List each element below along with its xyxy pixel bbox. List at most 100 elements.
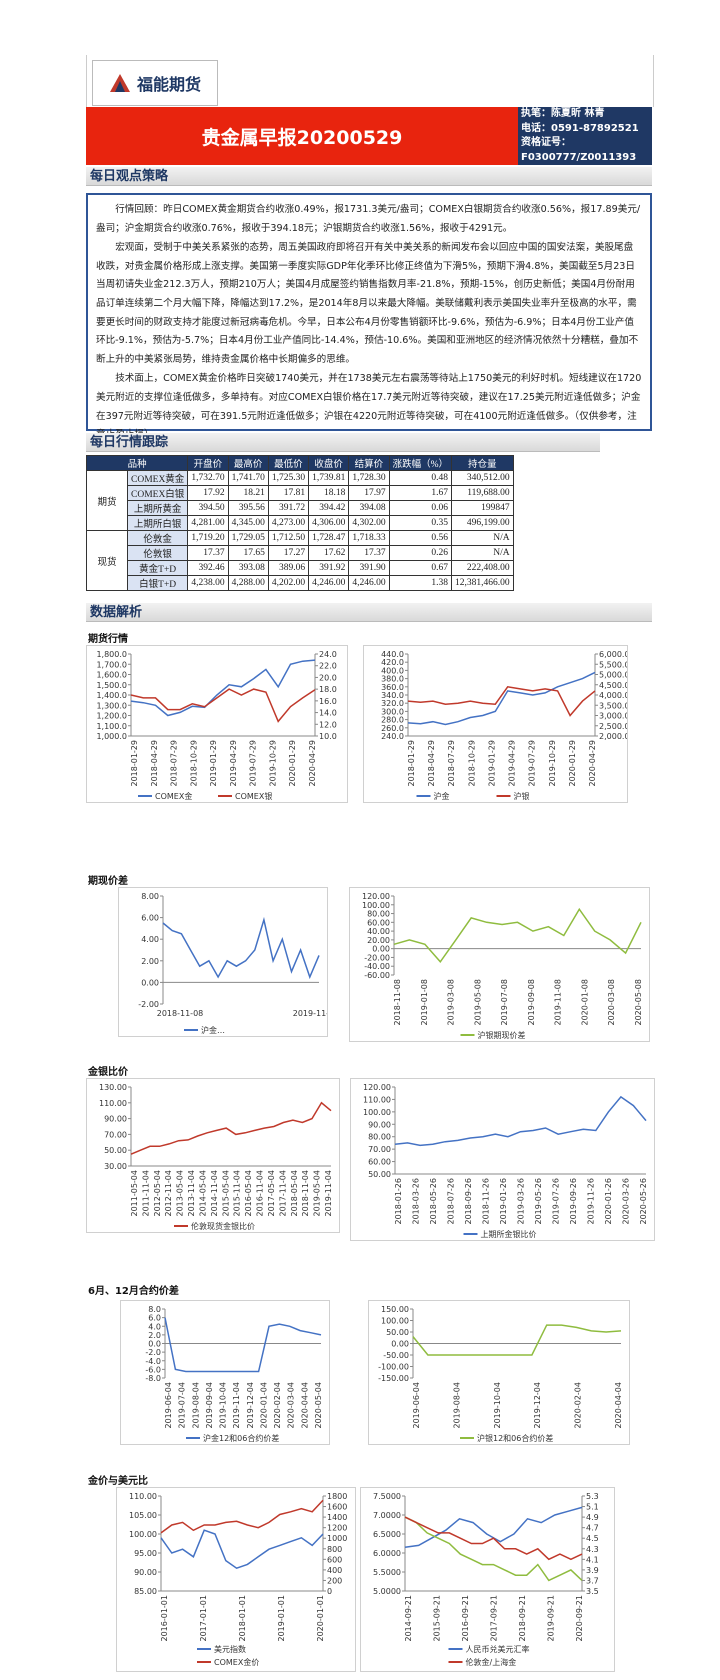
x-tick-label: 2019-11-08: [293, 1009, 328, 1018]
x-tick-label: 2013-05-04: [176, 1170, 185, 1217]
logo-icon: [109, 74, 130, 92]
cell: 222,408.00: [450, 560, 514, 576]
cell: 4,302.00: [348, 515, 390, 531]
tick-label: 1,000.0: [96, 732, 127, 741]
x-tick-label: 2018-09-21: [518, 1595, 527, 1642]
cell: 4,202.00: [267, 575, 310, 591]
cell: 496,199.00: [450, 515, 514, 531]
tick-label: 4.00: [141, 935, 159, 944]
x-tick-label: 2018-07-29: [170, 740, 179, 787]
cell: 1,729.05: [227, 530, 269, 546]
section-bar: 每日观点策略: [86, 167, 652, 186]
cell: 391.90: [348, 560, 390, 576]
paragraph: 宏观面，受制于中美关系紧张的态势，周五美国政府即将召开有关中美关系的新闻发布会以…: [96, 242, 639, 365]
x-tick-label: 2019-10-04: [219, 1382, 228, 1429]
tick-label: 70.00: [104, 1130, 127, 1139]
section-bar: 数据解析: [86, 603, 652, 622]
cell: 1,728.47: [308, 530, 350, 546]
cell: 392.46: [187, 560, 229, 576]
table-row: 上期所白银 4,281.00 4,345.00 4,273.00 4,306.00 4,3…: [87, 515, 514, 531]
header-cell: 持仓量: [450, 455, 514, 471]
cell: 17.65: [227, 545, 269, 561]
x-tick-label: 2019-12-04: [533, 1382, 542, 1429]
chart: -60.00-40.00-20.000.0020.0040.0060.0080.…: [349, 887, 650, 1042]
tick-label: 8.0: [148, 1305, 161, 1314]
cell: 1,718.33: [348, 530, 390, 546]
x-tick-label: 2015-11-04: [233, 1170, 242, 1217]
tick-label: 240.0: [381, 732, 404, 741]
header-cell: 结算价: [348, 455, 390, 471]
x-tick-label: 2018-07-29: [447, 740, 456, 787]
legend-label: 伦敦金/上海金: [466, 1657, 517, 1667]
series-line: [394, 1095, 647, 1147]
tick-label: -150.00: [378, 1374, 409, 1383]
tick-label: 150.00: [381, 1305, 409, 1314]
x-tick-label: 2019-07-04: [178, 1382, 187, 1429]
series-line: [164, 1317, 322, 1373]
subhead: 期现价差: [88, 876, 128, 887]
cell: 4,345.00: [227, 515, 269, 531]
x-tick-label: 2020-03-08: [607, 979, 616, 1026]
cell: 17.37: [348, 545, 390, 561]
tick-label: 90.00: [368, 1120, 391, 1129]
phone: 电话：0591-87892521: [521, 122, 639, 134]
series-line: [407, 671, 596, 726]
tick-label: 22.0: [319, 662, 337, 671]
tick-label: 4.0: [148, 1322, 161, 1331]
group-cell: 期货: [86, 470, 128, 531]
x-tick-label: 2019-09-21: [547, 1595, 556, 1642]
author: 执笔：陈夏昕 林青: [521, 108, 605, 119]
cell: 393.08: [227, 560, 269, 576]
cell: 395.56: [227, 500, 269, 516]
tick-label: 1800: [327, 1492, 347, 1501]
header-frame: [86, 55, 654, 107]
tick-label: 3.9: [586, 1566, 599, 1575]
cell: 4,288.00: [227, 575, 269, 591]
x-tick-label: 2019-08-04: [452, 1382, 461, 1429]
tick-label: 100.00: [363, 1108, 391, 1117]
tick-label: -8.0: [145, 1374, 161, 1383]
chart: -150.00 -100.00 -50.00 0.00 50.00 100.00 150.0…: [368, 1300, 630, 1445]
tick-label: 1600: [327, 1503, 347, 1512]
cell: 4,281.00: [187, 515, 229, 531]
tick-label: 100.00: [129, 1530, 157, 1539]
table-row: COMEX白银 17.92 18.21 17.81 18.18 17.97 1.67 119,…: [87, 485, 514, 501]
series-line: [160, 1529, 324, 1570]
tick-label: -40.00: [364, 962, 390, 971]
tick-label: 320.0: [381, 699, 404, 708]
cell: COMEX白银: [126, 485, 189, 501]
cell: 1,719.20: [187, 530, 229, 546]
cell: N/A: [450, 545, 514, 561]
tick-label: 300.0: [381, 707, 404, 716]
x-tick-label: 2016-01-01: [160, 1595, 169, 1642]
table-wrap: 品种 开盘价 最高价 最低价 收盘价 结算价 涨跌幅（%） 持仓量 期货 COMEX黄金 1,732…: [85, 455, 514, 591]
cell: 1,725.30: [267, 470, 310, 486]
x-tick-label: 2019-01-29: [209, 740, 218, 787]
cell: 4,306.00: [308, 515, 350, 531]
cell: COMEX黄金: [126, 470, 189, 486]
tick-label: 4.7: [586, 1524, 599, 1533]
report-title: 贵金属早报20200529: [86, 107, 518, 165]
x-tick-label: 2020-02-04: [574, 1382, 583, 1429]
header-cell: 收盘价: [308, 455, 350, 471]
x-tick-label: 2019-01-08: [420, 979, 429, 1026]
cell: 391.92: [308, 560, 350, 576]
tick-label: 1200: [327, 1524, 347, 1533]
tick-label: 6.0000: [373, 1549, 401, 1558]
series-line: [130, 659, 316, 717]
x-tick-label: 2019-01-26: [499, 1178, 508, 1225]
cell: 1,712.50: [267, 530, 310, 546]
cell: 17.27: [267, 545, 310, 561]
x-tick-label: 2019-05-04: [313, 1170, 322, 1217]
chart: 5.0000 5.5000 6.0000 6.5000 7.0000 7.5000 3.5 3…: [360, 1487, 615, 1672]
cell: 4,246.00: [308, 575, 350, 591]
x-tick-label: 2020-04-04: [300, 1382, 309, 1429]
tick-label: 380.0: [381, 675, 404, 684]
cell: 17.81: [267, 485, 310, 501]
x-tick-label: 2018-10-29: [467, 740, 476, 787]
cell: 394.08: [348, 500, 390, 516]
x-tick-label: 2018-04-29: [150, 740, 159, 787]
tick-label: 1,500.0: [96, 681, 127, 690]
x-tick-label: 2019-09-26: [569, 1178, 578, 1225]
x-tick-label: 2020-01-01: [316, 1595, 325, 1642]
